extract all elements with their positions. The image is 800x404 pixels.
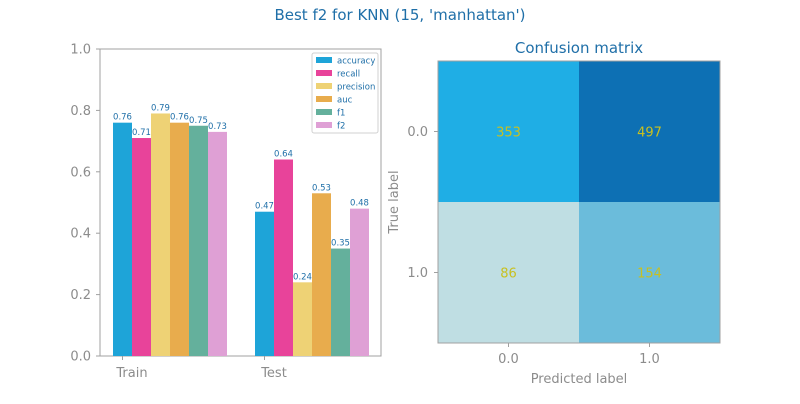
legend-swatch-f2 [316, 122, 332, 128]
y-tick-label: 0.0 [70, 350, 91, 365]
legend-swatch-precision [316, 83, 332, 89]
confusion-matrix-chart: Confusion matrix 353 497 86 154 0.0 1.0 0.0 1.0 P… [387, 39, 721, 387]
x-tick-label: Test [260, 366, 287, 381]
bar-value-label: 0.76 [170, 113, 189, 123]
y-tick-label: 0.2 [70, 288, 91, 303]
cm-frame [437, 60, 721, 344]
cm-cell-value: 353 [496, 126, 521, 141]
cm-cell-value: 497 [637, 126, 662, 141]
bar-value-label: 0.53 [312, 183, 331, 193]
cm-x-tick-label: 1.0 [639, 352, 660, 367]
cm-cell [579, 61, 720, 202]
cm-cell-value: 86 [500, 267, 517, 282]
cm-cell [438, 61, 579, 202]
legend-swatch-auc [316, 96, 332, 102]
legend-label-f1: f1 [337, 109, 345, 119]
bar-value-label: 0.73 [208, 122, 227, 132]
bar-f2-train [208, 131, 227, 356]
bar-auc-train [170, 122, 189, 357]
bar-value-label: 0.24 [293, 272, 312, 282]
bar-auc-test [312, 193, 331, 356]
bar-value-label: 0.64 [274, 150, 293, 160]
bar-recall-test [274, 159, 293, 356]
y-tick-label: 0.8 [70, 104, 91, 119]
legend-swatch-accuracy [316, 57, 332, 63]
cm-cell [579, 202, 720, 343]
legend-label-auc: auc [337, 96, 353, 106]
bar-accuracy-train [113, 122, 132, 357]
y-tick-label: 0.4 [70, 227, 91, 242]
cm-cell [438, 202, 579, 343]
figure-title: Best f2 for KNN (15, 'manhattan') [274, 6, 525, 24]
cm-x-tick-label: 0.0 [498, 352, 519, 367]
confusion-matrix-title: Confusion matrix [515, 39, 643, 57]
bar-f1-train [189, 125, 208, 356]
bar-value-label: 0.35 [331, 239, 350, 249]
bar-precision-train [151, 113, 170, 356]
legend-label-accuracy: accuracy [337, 57, 375, 67]
bar-precision-test [293, 282, 312, 356]
bar-value-label: 0.75 [189, 116, 208, 126]
legend-label-precision: precision [337, 83, 375, 93]
y-tick-label: 1.0 [70, 43, 91, 58]
bar-value-label: 0.71 [132, 128, 151, 138]
bar-accuracy-test [255, 211, 274, 356]
bar-plot-frame [99, 48, 382, 357]
cm-y-axis-label: True label [387, 170, 402, 234]
bar-f2-test [350, 208, 369, 356]
cm-cell-value: 154 [637, 267, 662, 282]
legend-swatch-f1 [316, 109, 332, 115]
bar-value-label: 0.79 [151, 103, 170, 113]
bar-f1-test [331, 248, 350, 356]
bar-value-label: 0.47 [255, 202, 274, 212]
legend-label-recall: recall [337, 70, 360, 80]
bar-recall-train [132, 138, 151, 356]
bar-value-label: 0.48 [350, 199, 369, 209]
cm-y-tick-label: 0.0 [407, 125, 428, 140]
x-tick-label: Train [115, 366, 147, 381]
bar-value-label: 0.76 [113, 113, 132, 123]
legend-swatch-recall [316, 70, 332, 76]
legend-label-f2: f2 [337, 122, 345, 132]
cm-x-axis-label: Predicted label [531, 372, 628, 387]
y-tick-label: 0.6 [70, 165, 91, 180]
cm-y-tick-label: 1.0 [407, 266, 428, 281]
